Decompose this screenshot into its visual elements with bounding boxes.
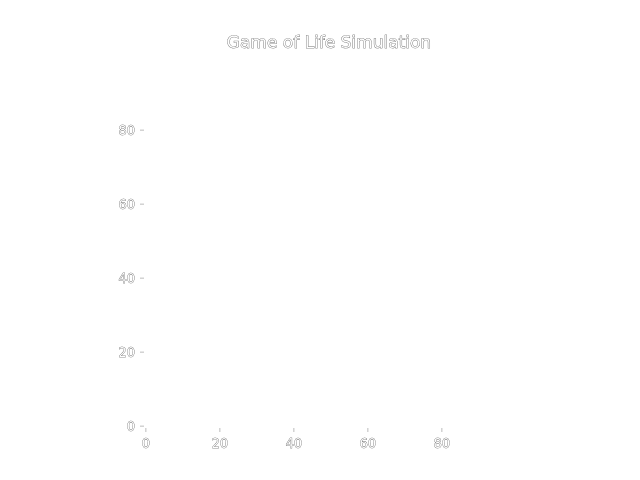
chart-title: Game of Life Simulation (227, 33, 431, 53)
y-tick-label: 20 (118, 346, 135, 361)
plot-area (144, 58, 514, 428)
x-axis-ticks: 0 20 40 60 80 (141, 428, 451, 452)
x-tick-label: 60 (360, 437, 377, 452)
y-tick-label: 0 (127, 420, 135, 435)
x-tick-label: 0 (142, 437, 150, 452)
y-tick-label: 40 (118, 272, 135, 287)
x-tick-label: 20 (212, 437, 229, 452)
y-axis-ticks: 0 20 40 60 80 (118, 124, 144, 435)
y-tick-label: 60 (118, 198, 135, 213)
x-tick-label: 40 (286, 437, 303, 452)
y-tick-label: 80 (118, 124, 135, 139)
x-tick-label: 80 (434, 437, 451, 452)
